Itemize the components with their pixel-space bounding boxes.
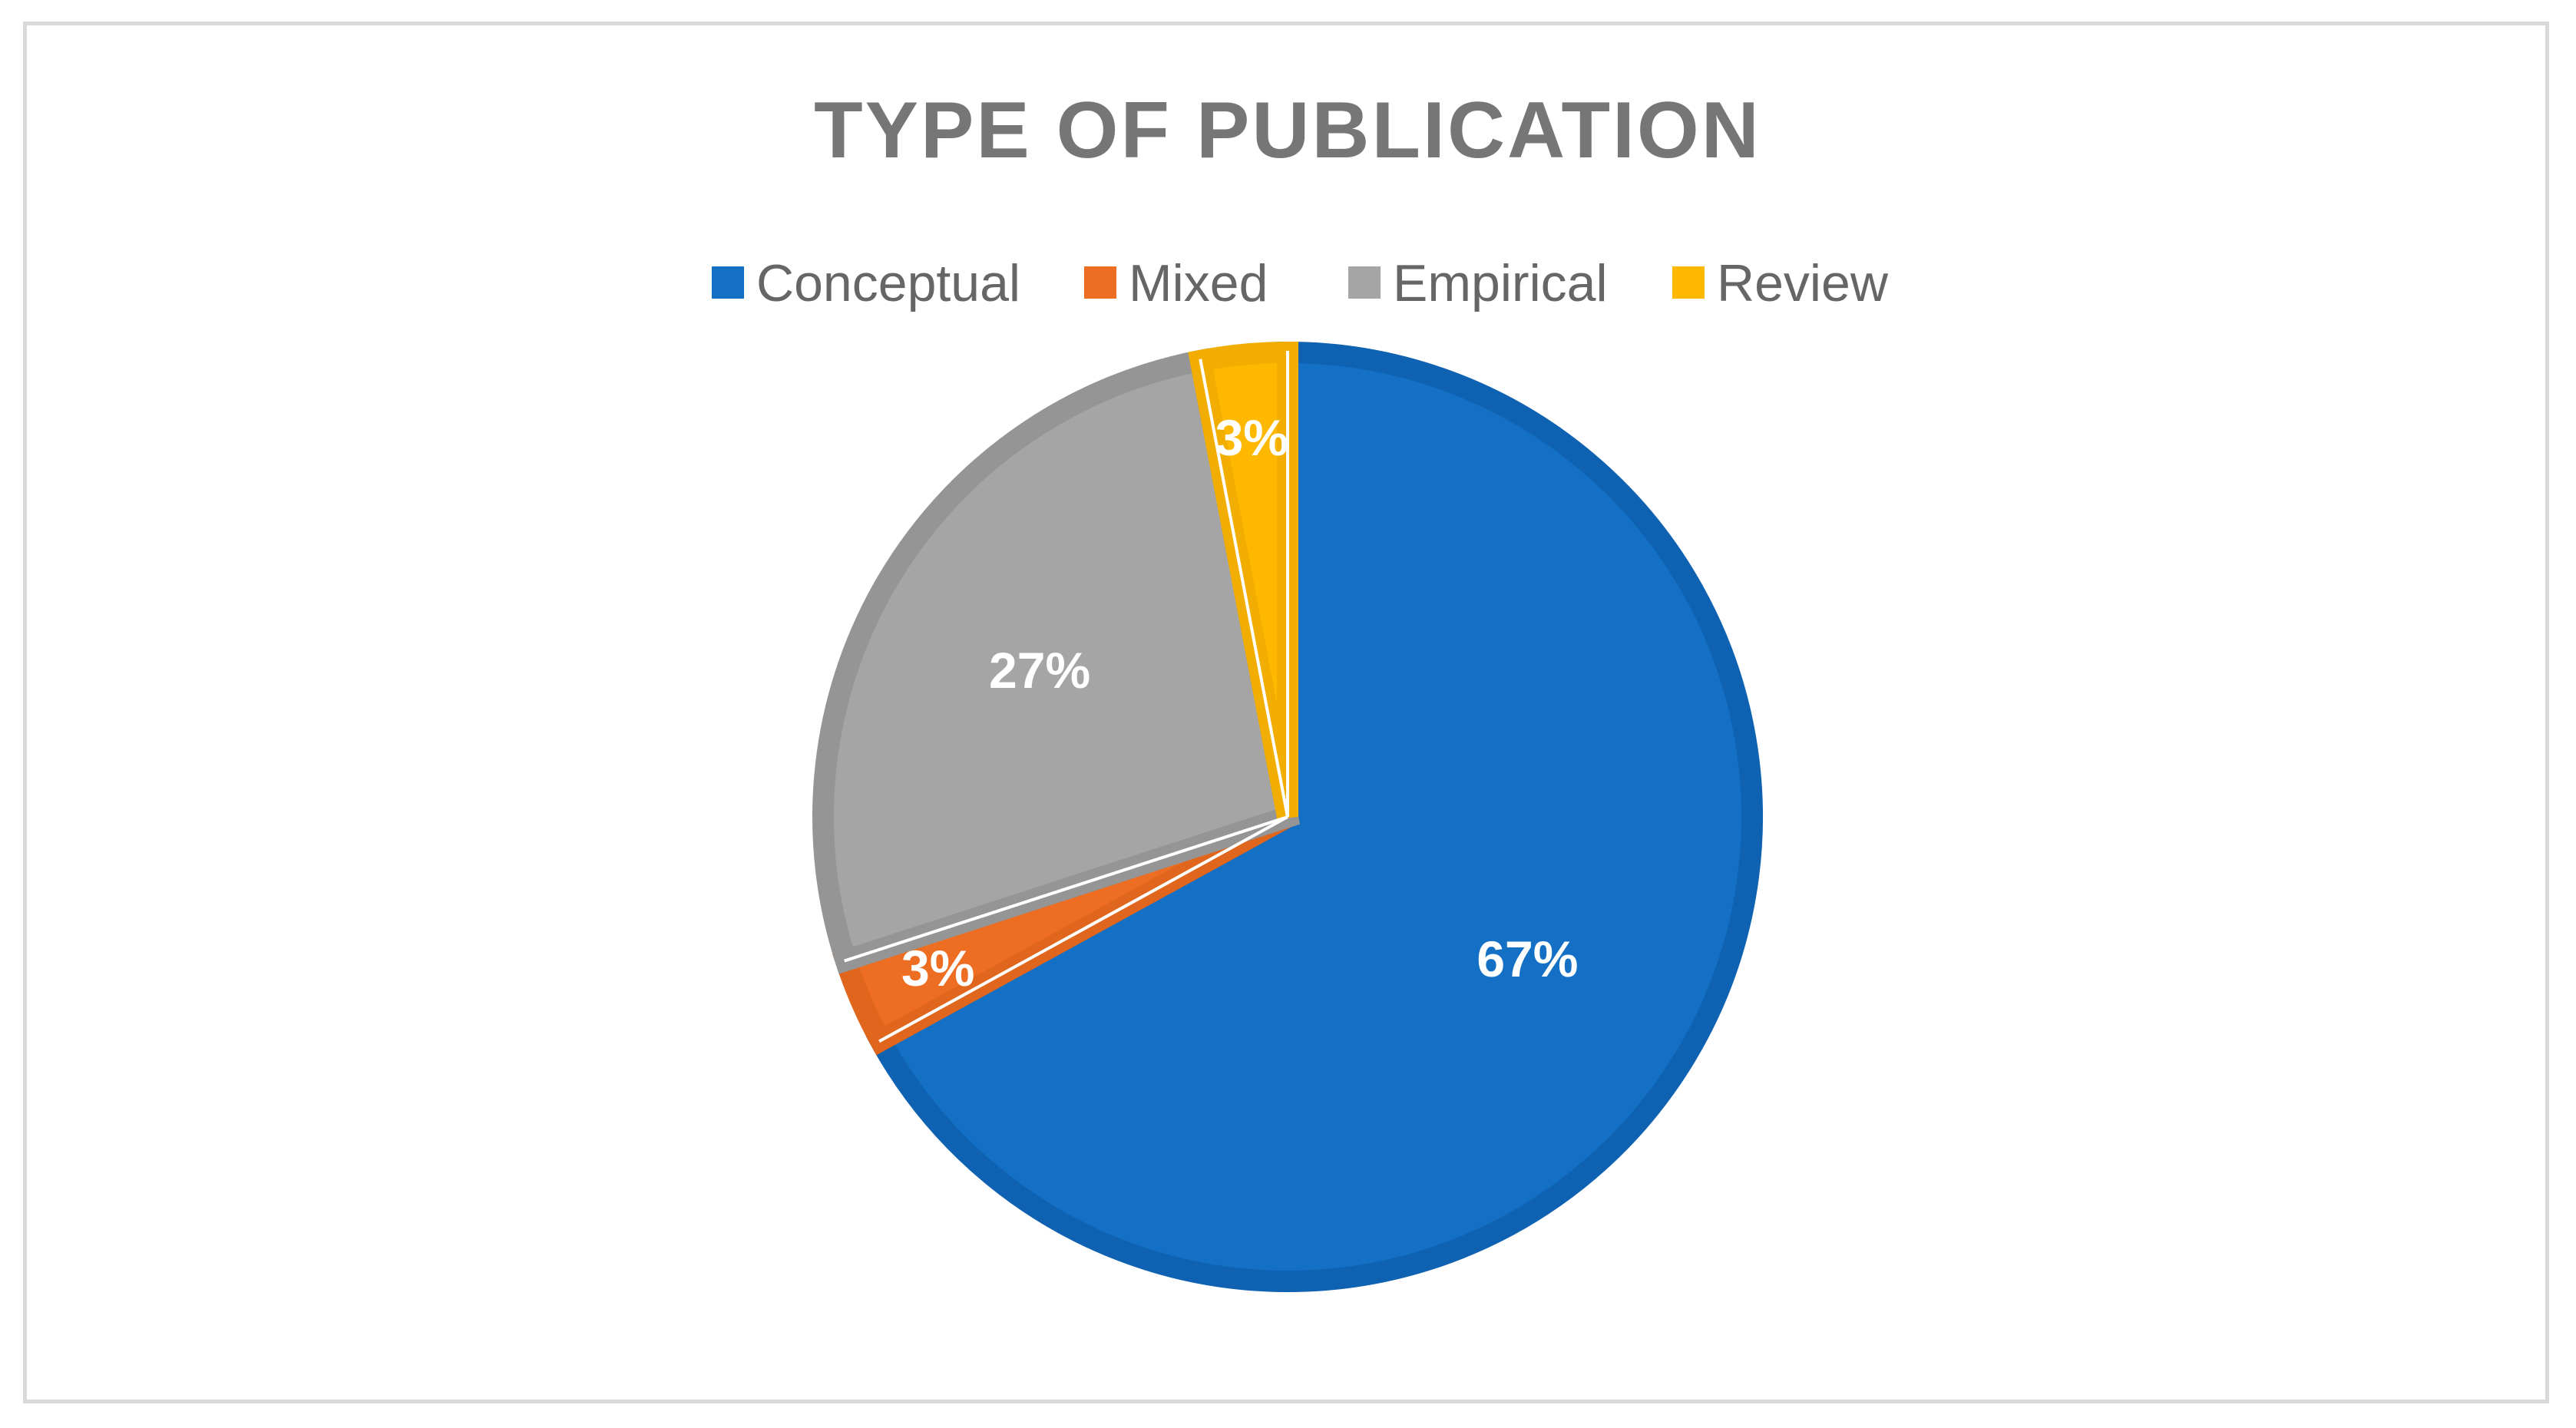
legend-swatch-mixed xyxy=(1084,266,1116,299)
pie-data-labels: 67% 3% 27% 3% xyxy=(901,409,1578,997)
legend-label-mixed: Mixed xyxy=(1129,254,1268,312)
pie-slice-conceptual xyxy=(865,341,1763,1292)
legend-label-empirical: Empirical xyxy=(1393,254,1608,312)
legend-item-review: Review xyxy=(1672,254,1889,312)
chart-title: TYPE OF PUBLICATION xyxy=(814,86,1761,175)
legend-item-conceptual: Conceptual xyxy=(712,254,1020,312)
data-label-conceptual: 67% xyxy=(1476,931,1578,987)
legend-item-empirical: Empirical xyxy=(1348,254,1608,312)
legend-label-conceptual: Conceptual xyxy=(756,254,1020,312)
legend-label-review: Review xyxy=(1717,254,1889,312)
data-label-mixed: 3% xyxy=(901,940,974,997)
slice-separator xyxy=(844,815,1288,963)
slice-separator xyxy=(1199,359,1289,818)
chart-legend: Conceptual Mixed Empirical Review xyxy=(712,254,1889,312)
data-label-empirical: 27% xyxy=(989,642,1090,699)
pie-slice-empirical xyxy=(812,348,1301,974)
legend-item-mixed: Mixed xyxy=(1084,254,1268,312)
pie-slices xyxy=(812,341,1763,1292)
legend-swatch-review xyxy=(1672,266,1705,299)
slice-separator xyxy=(878,815,1288,1043)
data-label-review: 3% xyxy=(1215,409,1288,466)
legend-swatch-empirical xyxy=(1348,266,1381,299)
legend-swatch-conceptual xyxy=(712,266,744,299)
